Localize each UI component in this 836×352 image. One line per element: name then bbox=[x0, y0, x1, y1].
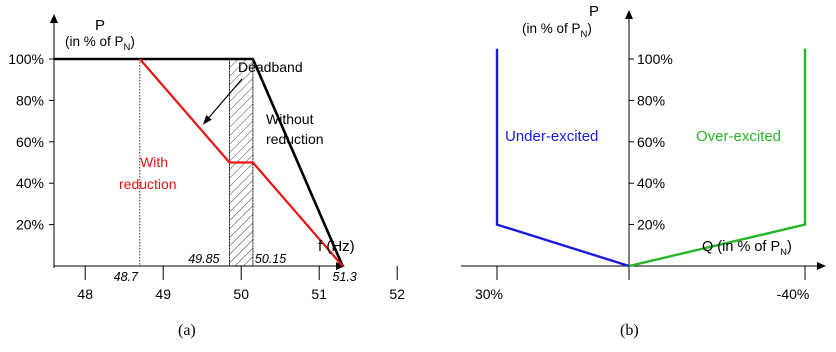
y-tick-label: 60% bbox=[16, 134, 44, 150]
y-tick-label: 80% bbox=[16, 92, 44, 108]
y-ticks: 20% 40% 60% 80% 100% bbox=[8, 51, 54, 233]
y-tick-label: 80% bbox=[637, 92, 665, 108]
series-label-over-excited: Over-excited bbox=[696, 128, 781, 145]
y-tick-label: 100% bbox=[637, 51, 673, 67]
y-axis-unit-b: (in % of PN) bbox=[522, 21, 592, 40]
x-axis-arrow bbox=[817, 262, 826, 270]
series-under-excited bbox=[495, 48, 630, 268]
series-without-reduction bbox=[54, 57, 344, 267]
deadband-label: Deadband bbox=[238, 59, 303, 75]
x-tick-label: 52 bbox=[389, 286, 405, 302]
y-tick-label: 20% bbox=[637, 217, 665, 233]
y-tick-label: 40% bbox=[16, 175, 44, 191]
y-ticks: 20% 40% 60% 80% 100% bbox=[629, 51, 673, 233]
x-tick-label: -40% bbox=[777, 286, 810, 302]
x-tick-label: 50 bbox=[233, 286, 249, 302]
x-annotation-label: 49.85 bbox=[188, 252, 219, 266]
caption-a: (a) bbox=[178, 322, 196, 339]
y-tick-label: 40% bbox=[637, 175, 665, 191]
series-label-without-reduction: Without reduction bbox=[266, 111, 324, 147]
deadband-pointer bbox=[202, 78, 243, 125]
caption-b: (b) bbox=[620, 322, 639, 339]
chart-a: 20% 40% 60% 80% 100% 48 49 50 51 52 48.7 49.85 50.1… bbox=[8, 14, 405, 339]
series-label-with-reduction: With reduction bbox=[119, 154, 177, 192]
x-tick-label: 48 bbox=[77, 286, 93, 302]
x-axis-arrow bbox=[336, 262, 345, 270]
x-tick-label: 30% bbox=[475, 286, 503, 302]
x-annotation-label: 50.15 bbox=[255, 252, 286, 266]
y-axis-unit-a: (in % of PN) bbox=[65, 34, 135, 53]
x-annotation-label: 51.3 bbox=[332, 270, 356, 284]
x-annotation-label: 48.7 bbox=[114, 270, 139, 284]
series-with-reduction bbox=[138, 58, 344, 267]
series-over-excited bbox=[628, 48, 807, 268]
chart-b: 20%40%60%80%100% 30% -40% P (in % of PN) … bbox=[461, 3, 826, 339]
y-tick-label: 20% bbox=[16, 217, 44, 233]
y-axis-label-a: P bbox=[95, 17, 105, 34]
x-ticks: 30% -40% bbox=[475, 266, 809, 302]
y-axis-arrow bbox=[625, 10, 633, 19]
y-tick-label: 100% bbox=[8, 51, 44, 67]
x-tick-label: 49 bbox=[155, 286, 171, 302]
x-axis-label-a: f (Hz) bbox=[318, 238, 355, 255]
x-ticks: 48 49 50 51 52 48.7 49.85 50.15 51.3 bbox=[77, 252, 405, 302]
y-axis-arrow bbox=[50, 14, 58, 23]
y-tick-label: 60% bbox=[637, 134, 665, 150]
x-tick-label: 51 bbox=[311, 286, 327, 302]
y-axis-label-b: P bbox=[589, 3, 599, 20]
series-label-under-excited: Under-excited bbox=[505, 128, 598, 145]
x-axis-label-b: Q (in % of PN) bbox=[702, 239, 792, 258]
